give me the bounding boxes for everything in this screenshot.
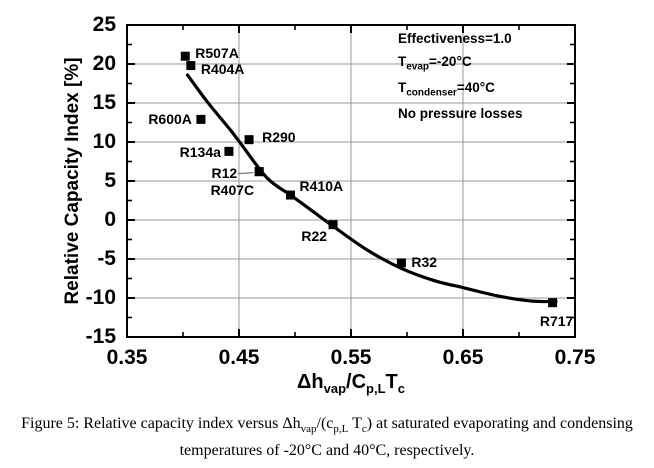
y-tick-label-20: 20 xyxy=(92,52,116,75)
marker-R404A xyxy=(186,61,196,71)
annotation-text: =-20°C xyxy=(429,54,472,69)
caption-text: /(c xyxy=(316,415,334,432)
x-title-part: T xyxy=(385,371,398,393)
x-tick-label-0.75: 0.75 xyxy=(554,346,596,369)
marker-R134a xyxy=(224,146,234,156)
x-tick-label-0.55: 0.55 xyxy=(330,346,372,369)
annotation-tevap: Tevap=-20°C xyxy=(398,54,472,73)
point-label-R290: R290 xyxy=(262,128,296,145)
y-tick-label--15: -15 xyxy=(85,325,116,348)
point-label-R134a: R134a xyxy=(179,144,221,161)
marker-R410A xyxy=(286,190,296,200)
marker-R717 xyxy=(548,298,558,308)
caption-line-2: temperatures of -20°C and 40°C, respecti… xyxy=(179,442,475,460)
annotation-tcondenser: Tcondenser=40°C xyxy=(398,80,495,99)
marker-R407C xyxy=(254,167,264,177)
annotation-text: T xyxy=(398,54,407,69)
marker-R22 xyxy=(328,220,338,230)
annotation-text: T xyxy=(398,80,407,95)
marker-R290 xyxy=(244,135,254,145)
trend-curve xyxy=(185,73,558,304)
y-tick-label-5: 5 xyxy=(104,169,116,192)
annotation-effectiveness: Effectiveness=1.0 xyxy=(398,31,512,46)
point-label-R717: R717 xyxy=(539,312,574,329)
x-tick-label-0.45: 0.45 xyxy=(218,346,260,369)
point-label-R404A: R404A xyxy=(200,60,245,77)
y-axis-title: Relative Capacity Index [%] xyxy=(62,57,83,305)
point-label-R22: R22 xyxy=(301,227,328,244)
point-label-R600A: R600A xyxy=(148,111,192,128)
y-tick-label--5: -5 xyxy=(97,247,116,270)
x-title-part: Δh xyxy=(297,371,324,393)
x-title-part: /C xyxy=(346,371,367,393)
caption-line-1: Figure 5: Relative capacity index versus… xyxy=(0,413,654,440)
x-title-subscript: c xyxy=(397,381,405,396)
point-label-R32: R32 xyxy=(411,253,438,270)
annotation-subscript: condenser xyxy=(406,87,457,99)
caption-subscript: p,L xyxy=(333,423,349,436)
x-tick-label-0.65: 0.65 xyxy=(442,346,484,369)
annotation-subscript: evap xyxy=(406,61,430,73)
y-tick-label-25: 25 xyxy=(92,13,116,36)
point-label-R410A: R410A xyxy=(299,178,344,195)
caption-text: Figure 5: Relative capacity index versus… xyxy=(21,415,301,432)
marker-R600A xyxy=(196,114,206,124)
y-tick-label-0: 0 xyxy=(104,208,116,231)
point-label-R407C: R407C xyxy=(210,181,255,198)
figure-caption: Figure 5: Relative capacity index versus… xyxy=(0,413,654,462)
x-title-subscript: p,L xyxy=(366,381,386,396)
annotation-no-pressure-losses: No pressure losses xyxy=(398,106,523,121)
plot-canvas xyxy=(126,24,576,338)
y-tick-label-10: 10 xyxy=(92,130,116,153)
caption-text: T xyxy=(348,415,362,432)
point-label-R12: R12 xyxy=(211,164,238,181)
marker-R507A xyxy=(180,51,190,61)
annotation-text: =40°C xyxy=(456,80,495,95)
marker-R32 xyxy=(396,258,406,268)
x-title-subscript: vap xyxy=(323,381,347,396)
caption-text: ) at saturated evaporating and condensin… xyxy=(366,415,633,432)
caption-subscript: c xyxy=(361,423,367,436)
x-tick-label-0.35: 0.35 xyxy=(106,346,148,369)
y-tick-label-15: 15 xyxy=(92,91,116,114)
point-label-R507A: R507A xyxy=(195,45,239,62)
caption-subscript: vap xyxy=(300,423,317,436)
leader-line xyxy=(238,172,254,175)
x-axis-title: Δhvap/Cp,LTc xyxy=(297,371,405,396)
y-tick-label--10: -10 xyxy=(85,286,116,309)
